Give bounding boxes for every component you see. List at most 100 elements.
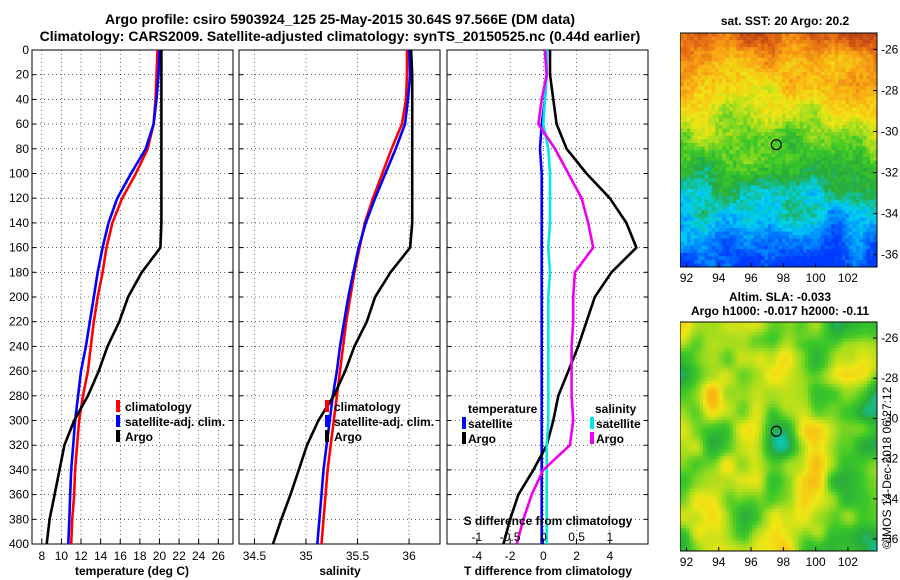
t-difference-xlabel: T difference from climatology <box>464 564 632 578</box>
legend-t-satellite-swatch <box>462 417 466 429</box>
salinity-panel: 34.5 35 35.5 36 salinity climatology satell… <box>238 49 441 578</box>
x-tick-label: 10 <box>55 549 69 563</box>
x-tick-label: -2 <box>505 549 516 563</box>
y-tick-label: 120 <box>9 191 29 205</box>
legend-climatology-swatch <box>116 400 120 412</box>
y-tick-label: 240 <box>9 339 29 353</box>
map-lon-tick-label: 96 <box>744 271 758 285</box>
map-lat-tick-label: -26 <box>881 331 899 345</box>
s-tick-label: -1 <box>472 530 483 544</box>
y-tick-label: 20 <box>16 68 30 82</box>
sst-map-title: sat. SST: 20 Argo: 20.2 <box>721 14 850 28</box>
sla-map <box>680 322 878 552</box>
map-lon-tick-label: 98 <box>777 555 791 569</box>
map-panels: sat. SST: 20 Argo: 20.2 -26 -28 -30 -32 -34 -… <box>680 14 899 569</box>
x-tick-label: -4 <box>472 549 483 563</box>
difference-legend-temperature: temperature satellite Argo <box>462 402 538 446</box>
x-tick-label: 16 <box>114 549 128 563</box>
temperature-xlabel: temperature (deg C) <box>75 564 189 578</box>
s-tick-label: -0.5 <box>500 530 521 544</box>
legend-satellite-swatch <box>116 415 120 427</box>
salinity-legend: climatology satellite-adj. clim. Argo <box>325 400 434 444</box>
sla-map-frame <box>680 321 878 552</box>
y-tick-label: 60 <box>16 117 30 131</box>
map-lon-tick-label: 100 <box>806 271 826 285</box>
series-line-argo <box>271 49 414 545</box>
series-line-argo <box>45 50 163 545</box>
y-tick-label: 320 <box>9 438 29 452</box>
x-tick-label: 35.5 <box>346 549 370 563</box>
x-tick-label: 20 <box>153 549 167 563</box>
x-tick-label: 12 <box>74 549 88 563</box>
legend-satellite-swatch <box>325 415 329 427</box>
map-lon-tick-label: 98 <box>777 271 791 285</box>
map-lon-tick-label: 94 <box>712 271 726 285</box>
legend-argo-swatch <box>116 430 120 442</box>
imos-credit: ©IMOS 14-Dec-2018 06:27:12 <box>880 386 894 549</box>
map-lat-tick-label: -26 <box>881 42 899 56</box>
sst-argo-location-marker <box>770 139 782 151</box>
x-tick-label: 22 <box>172 549 186 563</box>
x-tick-label: 35 <box>299 549 313 563</box>
y-tick-label: 220 <box>9 315 29 329</box>
map-lat-tick-label: -28 <box>881 371 899 385</box>
series-line-satellite-adj-clim- <box>316 49 412 545</box>
y-tick-label: 180 <box>9 265 29 279</box>
x-tick-label: 18 <box>133 549 147 563</box>
map-lon-tick-label: 94 <box>712 555 726 569</box>
y-tick-label: 100 <box>9 167 29 181</box>
y-tick-label: 260 <box>9 364 29 378</box>
x-tick-label: 2 <box>573 549 580 563</box>
difference-legend-salinity: salinity satellite Argo <box>590 402 641 446</box>
x-tick-label: 36 <box>402 549 416 563</box>
sla-map-title-line2: Argo h1000: -0.017 h2000: -0.11 <box>691 304 869 318</box>
profile-plots: 0204060801001201401601802002202402602803… <box>9 43 649 578</box>
x-tick-label: 8 <box>38 549 45 563</box>
legend-temperature-heading: temperature <box>468 402 538 416</box>
map-lat-tick-label: -36 <box>881 248 899 262</box>
map-lon-tick-label: 100 <box>806 555 826 569</box>
series-line-climatology <box>320 50 409 545</box>
y-tick-label: 140 <box>9 216 29 230</box>
y-tick-label: 380 <box>9 512 29 526</box>
s-tick-label: 0 <box>540 530 547 544</box>
y-tick-label: 80 <box>16 142 30 156</box>
map-lat-tick-label: -34 <box>881 492 899 506</box>
sla-map-title-line1: Altim. SLA: -0.033 <box>729 290 831 304</box>
map-lat-tick-label: -30 <box>881 411 899 425</box>
difference-panel: -4 -2 0 2 4 -1 -0.5 0 0.5 1 T difference from cl… <box>446 49 649 578</box>
series-line-t-argo <box>502 50 638 545</box>
legend-satellite-label: satellite-adj. clim. <box>125 415 225 429</box>
legend-climatology-label: climatology <box>125 400 192 414</box>
x-tick-label: 34.5 <box>243 549 267 563</box>
legend-argo-label: Argo <box>125 430 153 444</box>
legend-argo-label: Argo <box>334 430 362 444</box>
map-lat-tick-label: -28 <box>881 83 899 97</box>
legend-s-satellite-label: satellite <box>596 417 641 431</box>
x-tick-label: 0 <box>540 549 547 563</box>
map-lat-tick-label: -32 <box>881 166 899 180</box>
legend-satellite-label: satellite-adj. clim. <box>334 415 434 429</box>
map-lon-tick-label: 96 <box>744 555 758 569</box>
sla-argo-location-marker <box>770 425 782 437</box>
legend-s-argo-swatch <box>590 432 594 444</box>
s-difference-xlabel: S difference from climatology <box>464 514 633 528</box>
salinity-xlabel: salinity <box>319 564 361 578</box>
legend-t-argo-swatch <box>462 432 466 444</box>
y-tick-label: 40 <box>16 92 30 106</box>
y-tick-label: 0 <box>22 43 29 57</box>
y-tick-label: 160 <box>9 241 29 255</box>
y-tick-label: 400 <box>9 537 29 551</box>
series-line-t-satellite <box>538 49 549 544</box>
s-tick-label: 0.5 <box>568 530 585 544</box>
x-tick-label: 14 <box>94 549 108 563</box>
y-tick-label: 340 <box>9 463 29 477</box>
chart-title-line1: Argo profile: csiro 5903924_125 25-May-2… <box>104 11 576 27</box>
map-lon-tick-label: 92 <box>680 555 693 569</box>
series-line-s-argo <box>515 49 595 545</box>
sst-map-frame <box>680 32 878 268</box>
y-tick-label: 280 <box>9 389 29 403</box>
sst-map <box>680 33 878 268</box>
y-tick-label: 300 <box>9 414 29 428</box>
map-lat-tick-label: -32 <box>881 452 899 466</box>
